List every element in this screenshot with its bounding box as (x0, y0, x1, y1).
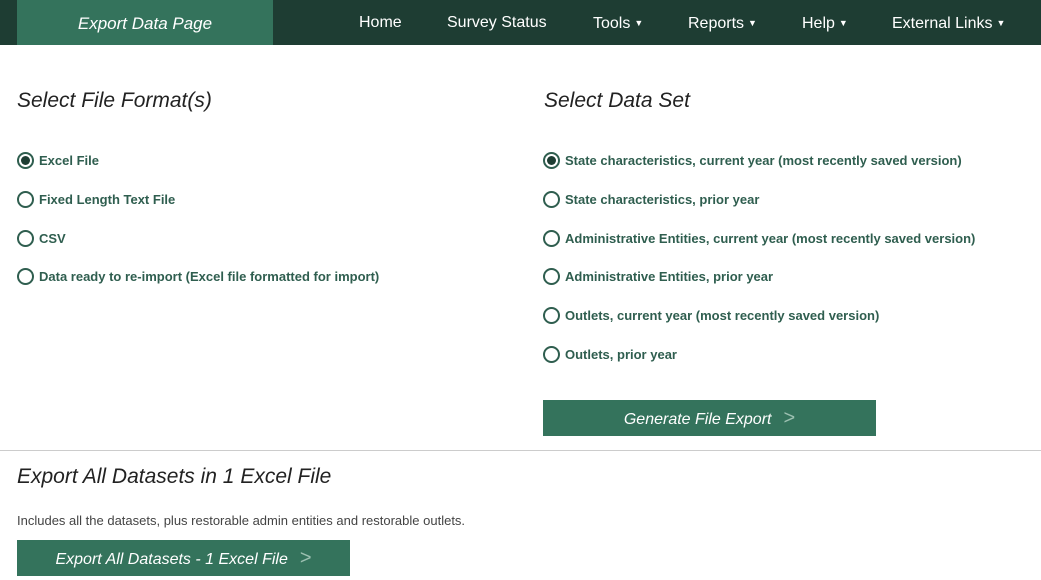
file-format-title: Select File Format(s) (17, 89, 212, 112)
data-set-option[interactable]: Administrative Entities, prior year (543, 268, 774, 286)
export-all-title: Export All Datasets in 1 Excel File (17, 465, 332, 488)
top-navbar: Export Data Page Home Survey Status Tools ▼… (0, 0, 1041, 45)
data-set-option[interactable]: Outlets, current year (most recently sav… (543, 307, 880, 325)
file-format-radio[interactable] (17, 268, 34, 286)
data-set-option-label: Outlets, prior year (565, 347, 677, 362)
generate-file-export-button[interactable]: Generate File Export > (543, 400, 876, 436)
file-format-radio[interactable] (17, 229, 34, 247)
file-format-option-label: Fixed Length Text File (39, 191, 176, 207)
nav-item-label: Help (802, 15, 835, 32)
chevron-right-icon: > (299, 546, 312, 569)
data-set-radio[interactable] (543, 190, 560, 208)
nav-item-home[interactable]: Home (359, 0, 402, 45)
section-divider (0, 450, 1041, 451)
chevron-right-icon: > (783, 406, 796, 429)
file-format-radio[interactable] (17, 190, 34, 208)
caret-down-icon: ▼ (996, 18, 1006, 28)
data-set-option-label: State characteristics, prior year (565, 191, 760, 207)
caret-down-icon: ▼ (838, 18, 848, 28)
file-format-option-label: Excel File (39, 153, 99, 168)
nav-item-label: Reports (688, 15, 745, 32)
data-set-option-label: State characteristics, current year (mos… (565, 153, 962, 168)
file-format-radio[interactable] (17, 152, 34, 169)
nav-item-label: Home (359, 14, 402, 31)
data-set-option-label: Administrative Entities, prior year (565, 269, 774, 285)
nav-item-tools[interactable]: Tools ▼ (593, 0, 643, 45)
data-set-option-label: Outlets, current year (most recently sav… (565, 308, 880, 324)
nav-item-label: Tools (593, 15, 631, 32)
caret-down-icon: ▼ (634, 18, 644, 28)
file-format-option-label: Data ready to re-import (Excel file form… (39, 269, 380, 285)
data-set-radio[interactable] (543, 152, 560, 169)
file-format-option[interactable]: Excel File (17, 152, 99, 169)
export-all-datasets-button[interactable]: Export All Datasets - 1 Excel File > (17, 540, 350, 576)
export-all-button-label: Export All Datasets - 1 Excel File (55, 550, 288, 568)
data-set-radio[interactable] (543, 268, 560, 286)
nav-item-label: External Links (892, 15, 993, 32)
caret-down-icon: ▼ (748, 18, 757, 28)
file-format-option-label: CSV (39, 230, 66, 246)
file-format-option[interactable]: Fixed Length Text File (17, 190, 176, 208)
data-set-option[interactable]: State characteristics, prior year (543, 190, 760, 208)
nav-item-external-links[interactable]: External Links ▼ (892, 0, 1005, 45)
data-set-radio[interactable] (543, 307, 560, 325)
nav-item-help[interactable]: Help ▼ (802, 0, 848, 45)
nav-item-label: Survey Status (447, 14, 547, 31)
data-set-option[interactable]: Administrative Entities, current year (m… (543, 229, 976, 247)
nav-item-survey-status[interactable]: Survey Status (447, 0, 547, 45)
file-format-option[interactable]: CSV (17, 229, 66, 247)
data-set-title: Select Data Set (544, 89, 690, 112)
generate-button-label: Generate File Export (623, 410, 772, 428)
data-set-option[interactable]: State characteristics, current year (mos… (543, 152, 962, 169)
nav-item-reports[interactable]: Reports ▼ (688, 0, 757, 45)
export-all-description: Includes all the datasets, plus restorab… (17, 513, 466, 528)
data-set-option[interactable]: Outlets, prior year (543, 346, 677, 363)
data-set-radio[interactable] (543, 229, 560, 247)
data-set-radio[interactable] (543, 346, 560, 363)
data-set-option-label: Administrative Entities, current year (m… (565, 230, 976, 246)
nav-brand-export-data-page[interactable]: Export Data Page (17, 0, 273, 45)
file-format-option[interactable]: Data ready to re-import (Excel file form… (17, 268, 380, 286)
